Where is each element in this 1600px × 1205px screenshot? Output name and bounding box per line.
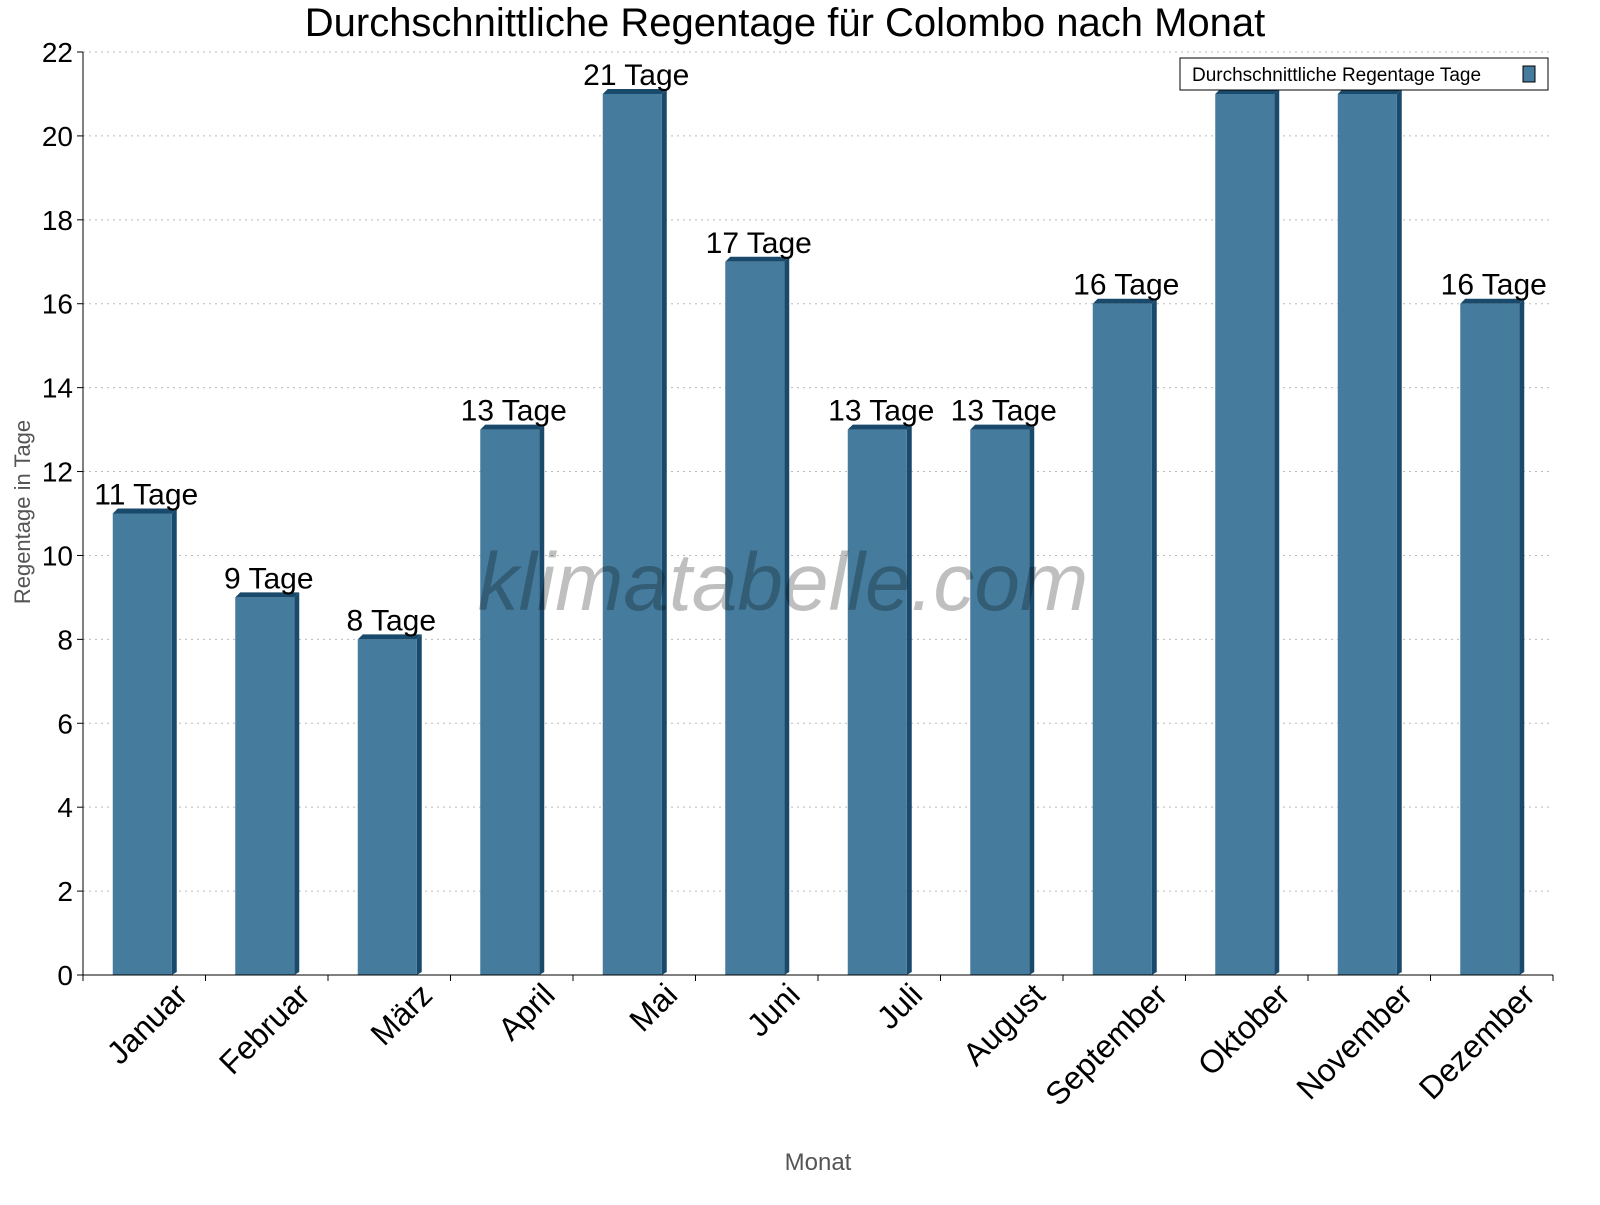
data-labels: 11 Tage 9 Tage 8 Tage 13 Tage 21 Tage 17 Tage… [94, 59, 1547, 637]
data-label: 13 Tage [951, 395, 1057, 428]
y-tick-label: 2 [57, 876, 73, 907]
data-label: 13 Tage [828, 395, 934, 428]
bar-side [1519, 298, 1525, 975]
bar-top [1092, 298, 1157, 304]
bar-side [906, 424, 912, 975]
y-tick-label: 8 [57, 624, 73, 655]
bar-oktober [1215, 88, 1280, 976]
data-label: 16 Tage [1441, 269, 1547, 302]
bar [725, 261, 785, 976]
bar [112, 513, 172, 975]
data-label: 8 Tage [346, 604, 436, 637]
bar-side [784, 256, 790, 976]
bar-januar [112, 508, 177, 975]
legend-box [1179, 57, 1549, 91]
bar-side [661, 88, 667, 976]
x-tick-label: November [1289, 976, 1419, 1106]
y-tick-label: 6 [57, 708, 73, 739]
data-label: 13 Tage [461, 395, 567, 428]
bar [602, 93, 662, 976]
y-tick-label: 20 [42, 121, 73, 152]
x-tick-label: Juli [870, 976, 929, 1035]
data-label: 16 Tage [1073, 269, 1179, 302]
bar-top [480, 424, 545, 430]
x-tick-label: Februar [212, 976, 317, 1081]
bar-top [725, 256, 790, 262]
y-axis-label: Regentage in Tage [10, 420, 35, 604]
bar [480, 429, 540, 975]
x-tick-label: April [491, 976, 562, 1047]
bar-side [416, 634, 422, 975]
bar-side [1274, 88, 1280, 976]
bar [1337, 93, 1397, 976]
data-label: 11 Tage [94, 479, 198, 512]
x-tick-label: Mai [622, 976, 684, 1038]
gridlines [83, 51, 1553, 892]
legend: Durchschnittliche Regentage Tage [1179, 57, 1549, 91]
x-tick-label: Oktober [1191, 976, 1297, 1082]
y-tick-label: 16 [42, 289, 73, 320]
x-axis-label: Monat [785, 1149, 852, 1176]
x-tick-label: August [956, 976, 1052, 1072]
bar-top [357, 634, 422, 640]
y-tick-label: 12 [42, 457, 73, 488]
x-tick-label: Januar [100, 976, 195, 1071]
data-label: 17 Tage [706, 227, 812, 260]
y-tick-label: 18 [42, 205, 73, 236]
watermark: klimatabelle.com [478, 537, 1089, 628]
bar-side [1396, 88, 1402, 976]
bar-juni [725, 256, 790, 976]
bar [357, 639, 417, 975]
bar-side [1029, 424, 1035, 975]
bar [847, 429, 907, 975]
y-tick-label: 0 [57, 960, 73, 991]
bar-august [970, 424, 1035, 975]
chart-title: Durchschnittliche Regentage für Colombo … [305, 1, 1266, 45]
bars [112, 88, 1525, 976]
y-tick-label: 10 [42, 540, 73, 571]
bar-side [1151, 298, 1157, 975]
x-tick-label: September [1038, 976, 1174, 1112]
bar-top [112, 508, 177, 514]
bar-top [602, 88, 667, 94]
bar [1215, 93, 1275, 976]
bar-side [539, 424, 545, 975]
x-tick-label: Juni [740, 976, 807, 1043]
legend-swatch [1522, 65, 1536, 83]
bar-top [235, 592, 300, 598]
bar [1460, 303, 1520, 975]
bar-top [970, 424, 1035, 430]
bar-märz [357, 634, 422, 975]
bar-juli [847, 424, 912, 975]
legend-label: Durchschnittliche Regentage Tage [1192, 65, 1481, 86]
y-tick-label: 14 [42, 373, 73, 404]
bar [1092, 303, 1152, 975]
bar-side [171, 508, 177, 975]
x-tick-label: März [363, 976, 439, 1052]
y-tick-label: 22 [42, 37, 73, 68]
bar-september [1092, 298, 1157, 975]
bar-top [1460, 298, 1525, 304]
bar-februar [235, 592, 300, 975]
y-tick-label: 4 [57, 792, 73, 823]
bar-side [294, 592, 300, 975]
data-label: 9 Tage [224, 562, 314, 595]
bar-november [1337, 88, 1402, 976]
data-label: 21 Tage [583, 59, 689, 92]
bar-dezember [1460, 298, 1525, 975]
bar-mai [602, 88, 667, 976]
bar-top [847, 424, 912, 430]
bar-april [480, 424, 545, 975]
bar [970, 429, 1030, 975]
x-tick-label: Dezember [1412, 976, 1542, 1106]
bar [235, 597, 295, 975]
